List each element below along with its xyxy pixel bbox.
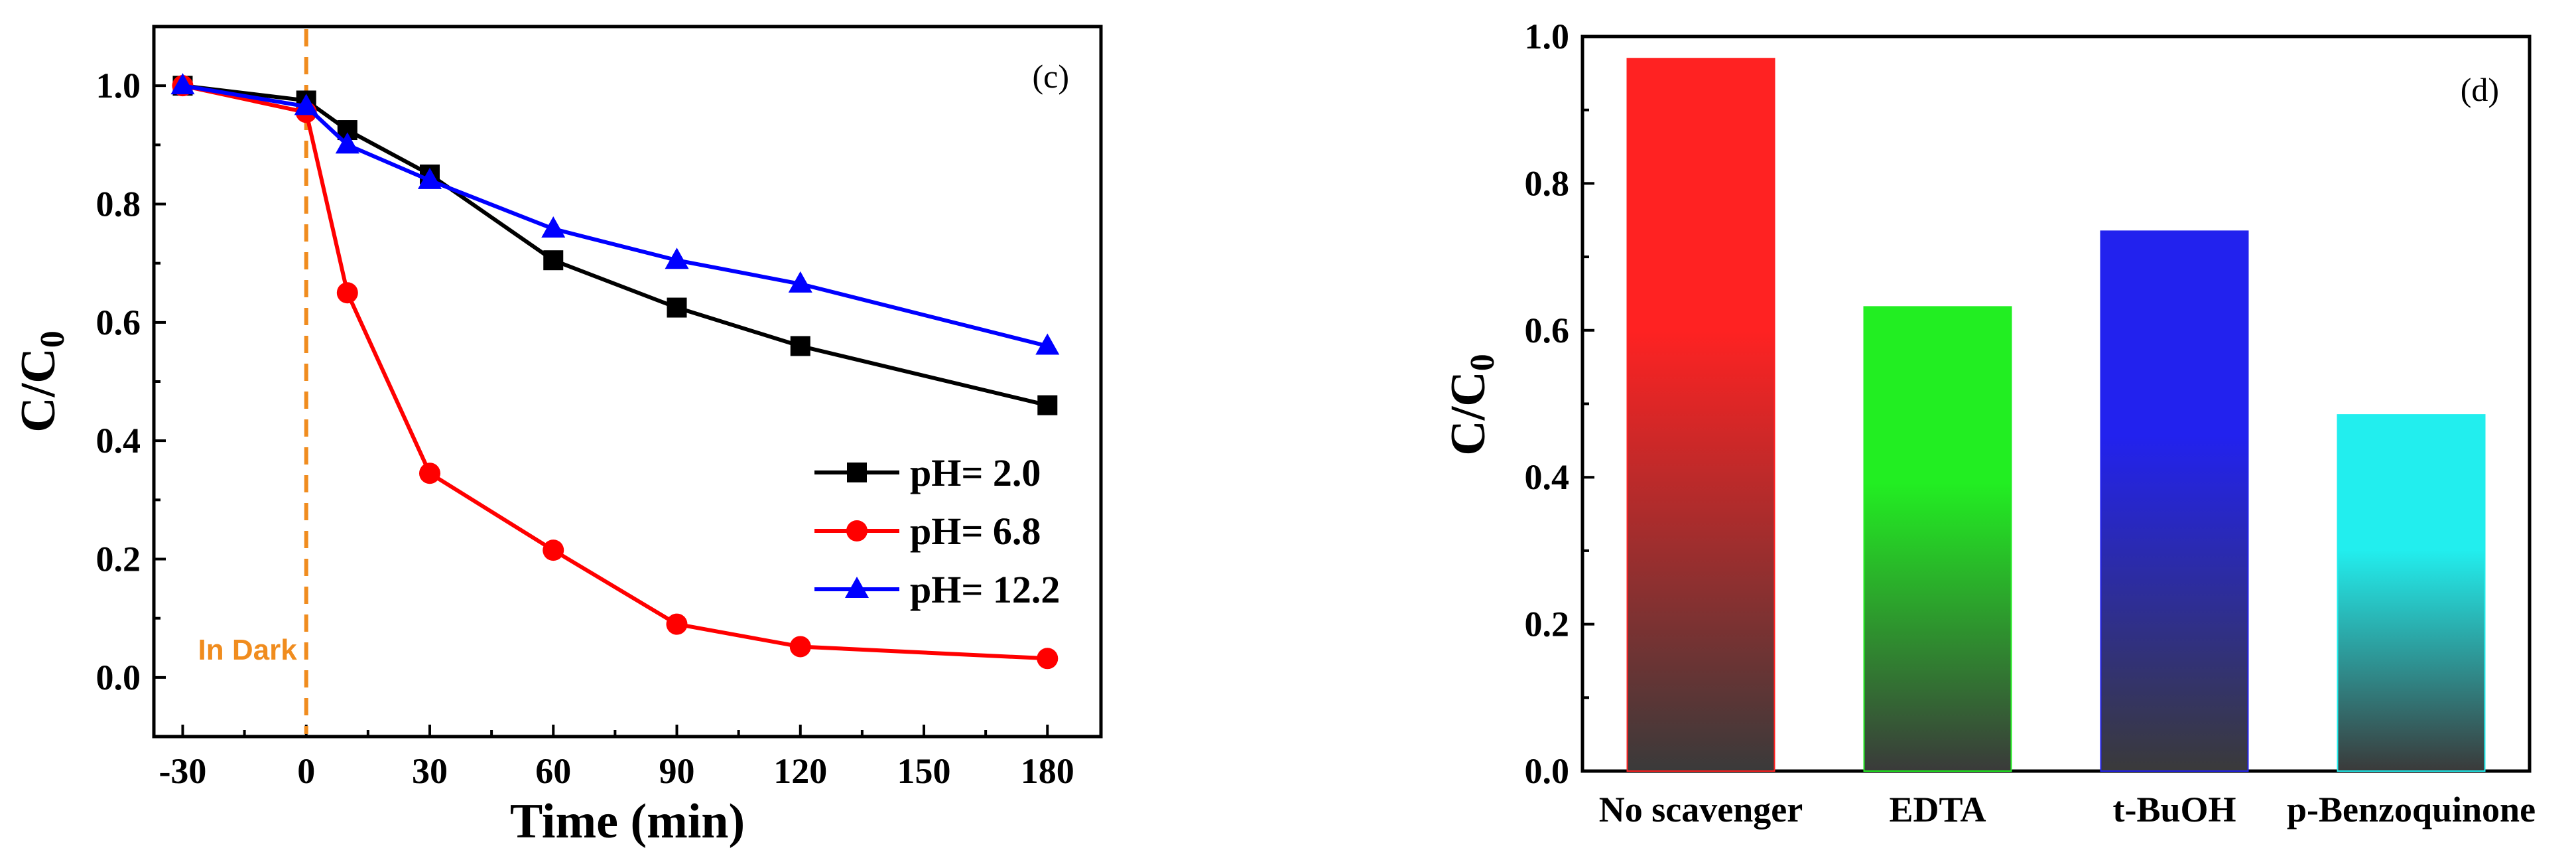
legend-label: pH= 6.8: [910, 510, 1041, 553]
data-point: [789, 636, 811, 658]
y-axis-title-base-c: C/C: [11, 348, 66, 432]
data-point: [1035, 333, 1060, 355]
x-axis-d: No scavenger EDTA t-BuOH p-Benzoquinone: [1599, 790, 2536, 829]
x-tick-label-c: 0: [297, 751, 315, 791]
x-category-label: No scavenger: [1599, 790, 1803, 829]
panel-label-c: (c): [1033, 58, 1070, 95]
y-axis-title-sub-c: 0: [34, 330, 72, 348]
legend-marker: [846, 520, 868, 541]
data-point: [1037, 395, 1058, 415]
x-category-label: t-BuOH: [2112, 790, 2236, 829]
line-series-group: [170, 73, 1060, 670]
data-point: [665, 248, 689, 269]
series-line: [182, 84, 1048, 661]
legend-marker: [847, 463, 867, 482]
data-point: [666, 613, 688, 635]
panel-label-d: (d): [2461, 71, 2499, 108]
data-point: [667, 297, 687, 318]
data-point: [336, 282, 358, 304]
x-axis-c: -30 0 30 60 90 120 150 180: [159, 725, 1074, 791]
x-tick-label-c: 60: [535, 751, 571, 791]
y-tick-label-c: 0.4: [96, 421, 141, 461]
legend-marker: [845, 577, 869, 598]
in-dark-label: In Dark: [198, 634, 298, 666]
series-ph-12-2: [170, 73, 1060, 355]
y-axis-c: 0.0 0.2 0.4 0.6 0.8 1.0: [96, 25, 166, 697]
bar-chart-panel: 0.0 0.2 0.4 0.6 0.8 1.0 No scavenger EDTA t-BuO…: [1441, 17, 2536, 829]
data-point: [417, 167, 442, 189]
bar-no-scavenger: [1626, 58, 1775, 772]
x-tick-label-c: 120: [773, 751, 827, 791]
data-point: [788, 271, 812, 293]
data-point: [541, 216, 566, 238]
y-axis-title-sub-d: 0: [1464, 354, 1502, 371]
series-line: [182, 84, 1049, 348]
data-point: [335, 132, 359, 154]
x-tick-label-c: -30: [159, 751, 206, 791]
bar-group: [1626, 58, 2486, 772]
x-tick-label-c: 180: [1021, 751, 1074, 791]
series-ph-6-8: [172, 75, 1059, 670]
y-axis-title-d: C/C0: [1441, 354, 1502, 455]
y-tick-label-c: 1.0: [96, 66, 141, 106]
legend: pH= 2.0 pH= 6.8 pH= 12.2: [814, 451, 1060, 611]
plot-frame-c: [152, 25, 1103, 739]
data-point: [294, 94, 318, 115]
legend-entry: pH= 2.0: [814, 451, 1041, 494]
y-tick-label-c: 0.0: [96, 658, 141, 697]
y-tick-label-c: 0.8: [96, 184, 141, 224]
y-axis-title-base-d: C/C: [1441, 371, 1496, 455]
data-point: [1037, 648, 1059, 670]
data-point: [790, 336, 810, 356]
y-axis-title-c: C/C0: [11, 330, 72, 432]
y-tick-label-c: 0.2: [96, 539, 141, 579]
y-tick-label-d: 0.8: [1525, 163, 1570, 203]
y-axis-d: 0.0 0.2 0.4 0.6 0.8 1.0: [1525, 17, 1594, 791]
data-point: [170, 73, 195, 95]
x-category-label: p-Benzoquinone: [2287, 790, 2536, 829]
legend-label: pH= 12.2: [910, 568, 1060, 611]
bar-t-buoh: [2100, 230, 2249, 772]
x-axis-title-c: Time (min): [510, 794, 745, 849]
data-point: [543, 539, 564, 561]
y-tick-label-d: 0.6: [1525, 311, 1570, 350]
x-tick-label-c: 90: [659, 751, 695, 791]
y-tick-label-d: 0.2: [1525, 605, 1570, 644]
x-category-label: EDTA: [1889, 790, 1986, 829]
y-tick-label-d: 0.4: [1525, 457, 1570, 497]
x-tick-label-c: 30: [412, 751, 448, 791]
bar-edta: [1863, 306, 2012, 772]
line-chart-panel: 0.0 0.2 0.4 0.6 0.8 1.0 -30 0 30 60 90 120 150 180 I…: [11, 25, 1103, 849]
x-tick-label-c: 150: [897, 751, 951, 791]
y-tick-label-d: 1.0: [1525, 17, 1570, 56]
bar-p-benzoquinone: [2337, 414, 2486, 772]
data-point: [419, 463, 440, 484]
y-tick-label-d: 0.0: [1525, 751, 1570, 791]
data-point: [543, 250, 564, 271]
legend-entry: pH= 6.8: [814, 510, 1041, 553]
y-tick-label-c: 0.6: [96, 303, 141, 342]
legend-entry: pH= 12.2: [814, 568, 1060, 611]
legend-label: pH= 2.0: [910, 451, 1041, 494]
